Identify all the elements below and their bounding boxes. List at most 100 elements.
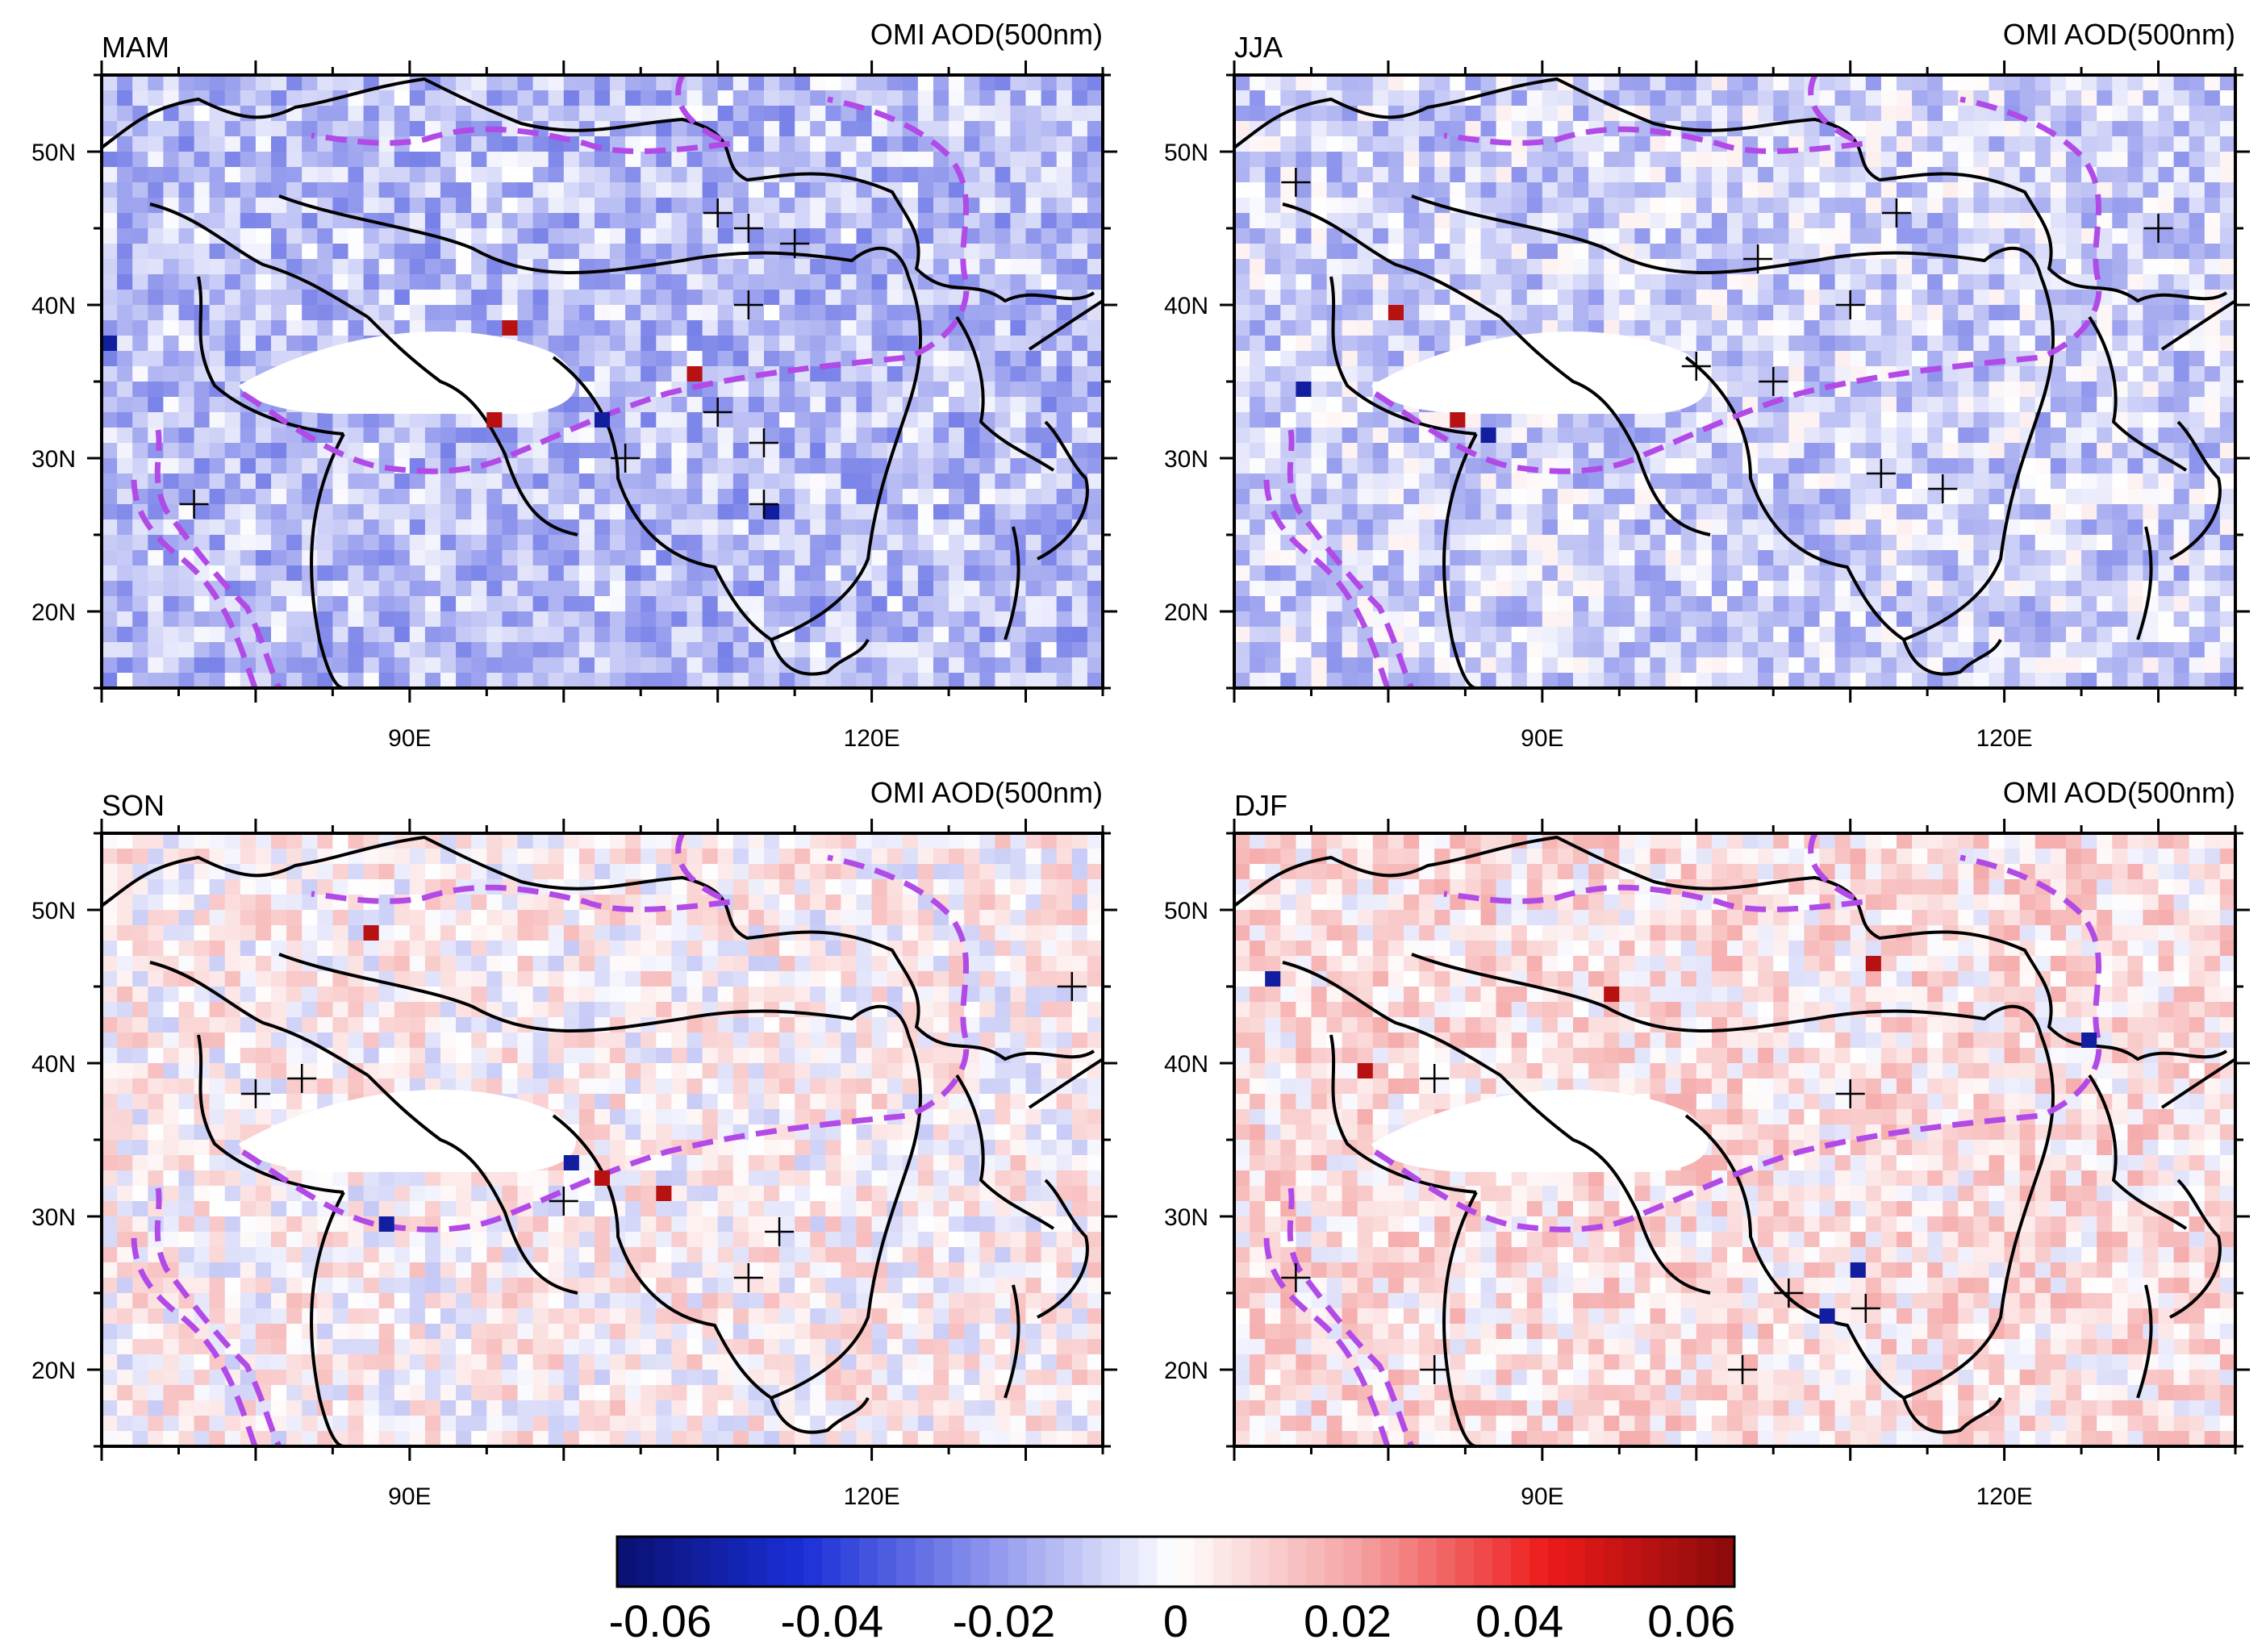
grid-cell [1025, 198, 1042, 214]
significance-cross [703, 398, 732, 427]
grid-cell [1419, 259, 1435, 275]
grid-cell [1056, 244, 1073, 260]
grid-cell [1619, 290, 1635, 306]
grid-cell [595, 152, 611, 168]
grid-cell [671, 213, 688, 229]
grid-cell [148, 550, 164, 566]
grid-cell [2127, 519, 2144, 536]
grid-cell [1010, 473, 1027, 490]
grid-cell [194, 611, 211, 628]
grid-cell [1434, 320, 1450, 336]
grid-cell [209, 473, 226, 490]
grid-cell [1958, 489, 1974, 505]
grid-cell [1588, 581, 1605, 597]
grid-cell [363, 244, 380, 260]
grid-cell [2081, 382, 2097, 398]
grid-cell [1357, 412, 1374, 428]
grid-cell [2034, 106, 2051, 122]
grid-cell [1973, 565, 1990, 582]
grid-cell [1788, 535, 1805, 551]
grid-cell [1234, 550, 1250, 566]
grid-cell [1927, 90, 1943, 106]
grid-cell [748, 351, 765, 367]
grid-cell [1087, 228, 1103, 244]
grid-cell [2034, 167, 2051, 183]
grid-cell [1542, 290, 1559, 306]
grid-cell [2081, 244, 2097, 260]
grid-cell [1280, 259, 1296, 275]
grid-cell [1557, 244, 1574, 260]
grid-cell [1496, 428, 1513, 444]
grid-cell [825, 75, 841, 91]
grid-cell [1804, 443, 1821, 459]
grid-cell [2034, 351, 2051, 367]
grid-cell [1788, 290, 1805, 306]
grid-cell [625, 596, 641, 612]
grid-cell [1526, 596, 1543, 612]
grid-cell [2097, 213, 2113, 229]
grid-cell [255, 535, 272, 551]
grid-cell [1326, 152, 1343, 168]
grid-cell [1865, 320, 1882, 336]
grid-cell [2143, 259, 2160, 275]
grid-cell [2173, 274, 2190, 290]
grid-cell [1496, 581, 1513, 597]
grid-cell [394, 412, 411, 428]
grid-cell [1958, 198, 1974, 214]
grid-cell [964, 397, 980, 413]
grid-cell [1834, 182, 1851, 198]
grid-cell [1619, 611, 1635, 628]
grid-cell [2112, 182, 2128, 198]
grid-cell [2097, 259, 2113, 275]
grid-cell [2189, 228, 2205, 244]
grid-cell [178, 673, 195, 688]
grid-cell [1372, 351, 1389, 367]
grid-cell [1234, 244, 1250, 260]
tibetan-plateau-mask [239, 332, 576, 414]
grid-cell [240, 581, 257, 597]
grid-cell [563, 274, 580, 290]
grid-cell [548, 167, 565, 183]
grid-cell [132, 351, 148, 367]
grid-cell [825, 336, 841, 352]
grid-cell [394, 473, 411, 490]
grid-cell [209, 198, 226, 214]
grid-cell [1850, 290, 1867, 306]
grid-cell [532, 182, 549, 198]
grid-cell [871, 320, 888, 336]
grid-cell [1912, 412, 1928, 428]
grid-cell [1819, 351, 1836, 367]
grid-cell [856, 473, 873, 490]
grid-cell [394, 519, 411, 536]
grid-cell [1880, 198, 1897, 214]
grid-cell [1588, 274, 1605, 290]
grid-cell [1542, 412, 1559, 428]
grid-cell [348, 443, 365, 459]
grid-cell [871, 244, 888, 260]
grid-cell [317, 182, 333, 198]
grid-cell [795, 274, 811, 290]
latitude-tick-label: 40N [31, 293, 76, 319]
grid-cell [2158, 106, 2175, 122]
grid-cell [871, 366, 888, 382]
grid-cell [394, 611, 411, 628]
grid-cell [764, 136, 780, 152]
grid-cell [1296, 412, 1312, 428]
grid-cell [117, 290, 133, 306]
grid-cell [995, 274, 1012, 290]
grid-cell [917, 397, 934, 413]
grid-cell [548, 458, 565, 474]
grid-cell [717, 412, 734, 428]
grid-cell [979, 504, 995, 520]
grid-cell [2127, 259, 2144, 275]
grid-cell [394, 290, 411, 306]
grid-cell [1372, 458, 1389, 474]
grid-cell [917, 519, 934, 536]
grid-cell [1804, 458, 1821, 474]
grid-cell [1280, 336, 1296, 352]
grid-cell [1342, 90, 1358, 106]
grid-cell [1234, 213, 1250, 229]
grid-cell [1665, 596, 1682, 612]
grid-cell [271, 627, 287, 643]
grid-cell [1880, 121, 1897, 137]
